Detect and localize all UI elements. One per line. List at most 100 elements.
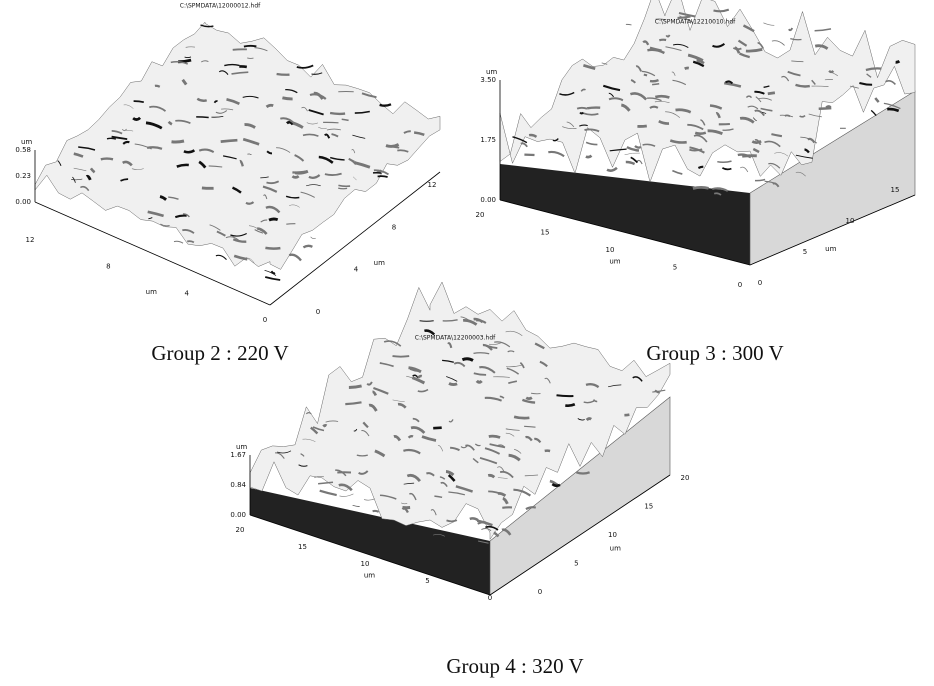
surface-shade	[196, 117, 209, 118]
surface-shade	[462, 359, 473, 361]
left-tick-label: 4	[184, 289, 189, 297]
surface-shade	[871, 110, 876, 115]
surface-shade	[247, 58, 253, 59]
surface-shade	[378, 176, 388, 177]
z-tick-label: 0.58	[15, 146, 31, 154]
left-tick-label: 20	[476, 211, 485, 219]
right-tick-label: 10	[846, 217, 855, 225]
surface-shade	[722, 168, 731, 170]
surface-shade	[340, 494, 354, 497]
afm-panel: C:\SPMDATA\12210010.hdfum3.501.750.00201…	[476, 0, 915, 365]
caption: Group 2 : 220 V	[151, 341, 288, 365]
surface-shade	[698, 167, 703, 168]
left-axis-unit: um	[364, 571, 375, 579]
left-tick-label: 5	[673, 264, 677, 272]
left-axis-unit: um	[609, 258, 620, 266]
surface-shade	[626, 162, 635, 164]
surface-shade	[693, 187, 709, 188]
surface-shade	[155, 86, 160, 87]
z-unit: um	[236, 443, 247, 451]
surface-shade	[815, 29, 831, 31]
surface-shade	[267, 105, 274, 107]
surface-shade	[829, 71, 833, 72]
left-tick-label: 0	[738, 281, 742, 289]
surface-shade	[763, 23, 774, 26]
surface-shade	[357, 455, 368, 456]
surface-shade	[107, 138, 116, 139]
surface-shade	[626, 24, 632, 25]
left-tick-label: 15	[298, 543, 307, 551]
surface-shade	[292, 176, 298, 177]
surface	[35, 22, 440, 269]
surface-shade	[265, 248, 280, 249]
right-tick-label: 20	[681, 474, 690, 482]
caption: Group 3 : 300 V	[646, 341, 783, 365]
surface-shade	[625, 153, 640, 155]
afm-panel: C:\SPMDATA\12200003.hdfum1.670.840.00201…	[230, 282, 689, 678]
z-tick-label: 3.50	[480, 76, 496, 84]
right-tick-label: 15	[891, 186, 900, 194]
surface-shade	[580, 113, 583, 114]
surface-shade	[768, 93, 775, 94]
surface-shade	[695, 133, 706, 134]
surface-shade	[323, 425, 326, 426]
right-tick-label: 0	[316, 308, 320, 316]
surface-shade	[244, 46, 257, 47]
surface-shade	[221, 140, 238, 141]
z-unit: um	[21, 138, 32, 146]
left-tick-label: 15	[541, 229, 550, 237]
surface-shade	[330, 113, 345, 114]
z-tick-label: 1.67	[230, 451, 246, 459]
left-tick-label: 20	[236, 526, 245, 534]
surface-shade	[659, 40, 666, 41]
surface-shade	[548, 152, 564, 156]
z-tick-label: 0.84	[230, 481, 246, 489]
surface-shade	[282, 98, 292, 99]
left-axis-unit: um	[146, 288, 157, 296]
right-tick-label: 12	[428, 181, 437, 189]
surface-shade	[320, 491, 337, 495]
surface-shade	[650, 80, 659, 81]
right-tick-label: 5	[574, 560, 578, 568]
surface-shade	[577, 108, 587, 109]
surface-shade	[607, 168, 617, 171]
right-tick-label: 10	[608, 531, 617, 539]
z-tick-label: 0.00	[480, 196, 496, 204]
surface-shade	[269, 219, 278, 220]
left-tick-label: 10	[361, 560, 370, 568]
surface-shade	[349, 386, 362, 388]
surface-shade	[672, 171, 682, 174]
left-tick-label: 0	[263, 316, 267, 324]
right-axis-unit: um	[374, 259, 385, 267]
surface-shade	[489, 436, 500, 437]
surface-shade	[393, 356, 410, 357]
surface-shade	[896, 61, 900, 62]
surface-shade	[286, 224, 295, 225]
surface-shade	[470, 518, 478, 520]
surface-shade	[272, 271, 276, 273]
caption: Group 4 : 320 V	[446, 654, 583, 678]
surface-shade	[526, 398, 532, 399]
surface-shade	[755, 180, 765, 181]
right-tick-label: 5	[803, 248, 807, 256]
surface-shade	[586, 142, 597, 144]
right-axis-unit: um	[610, 545, 621, 553]
panel-title: C:\SPMDATA\12000012.hdf	[180, 3, 261, 10]
surface-shade	[353, 506, 360, 507]
surface-shade	[338, 185, 350, 186]
surface-shade	[265, 277, 280, 280]
panel-title: C:\SPMDATA\12210010.hdf	[655, 19, 736, 26]
surface-shade	[364, 499, 375, 500]
surface-shade	[338, 188, 347, 189]
left-tick-label: 8	[106, 263, 110, 271]
panel-title: C:\SPMDATA\12200003.hdf	[415, 335, 496, 342]
surface-shade	[772, 41, 785, 46]
front-wall	[500, 164, 750, 265]
left-tick-label: 12	[26, 236, 35, 244]
surface-shade	[655, 96, 669, 97]
surface-shade	[587, 108, 600, 109]
left-tick-label: 10	[606, 246, 615, 254]
surface-shade	[303, 246, 312, 248]
surface-shade	[576, 472, 589, 473]
surface-shade	[101, 159, 113, 160]
